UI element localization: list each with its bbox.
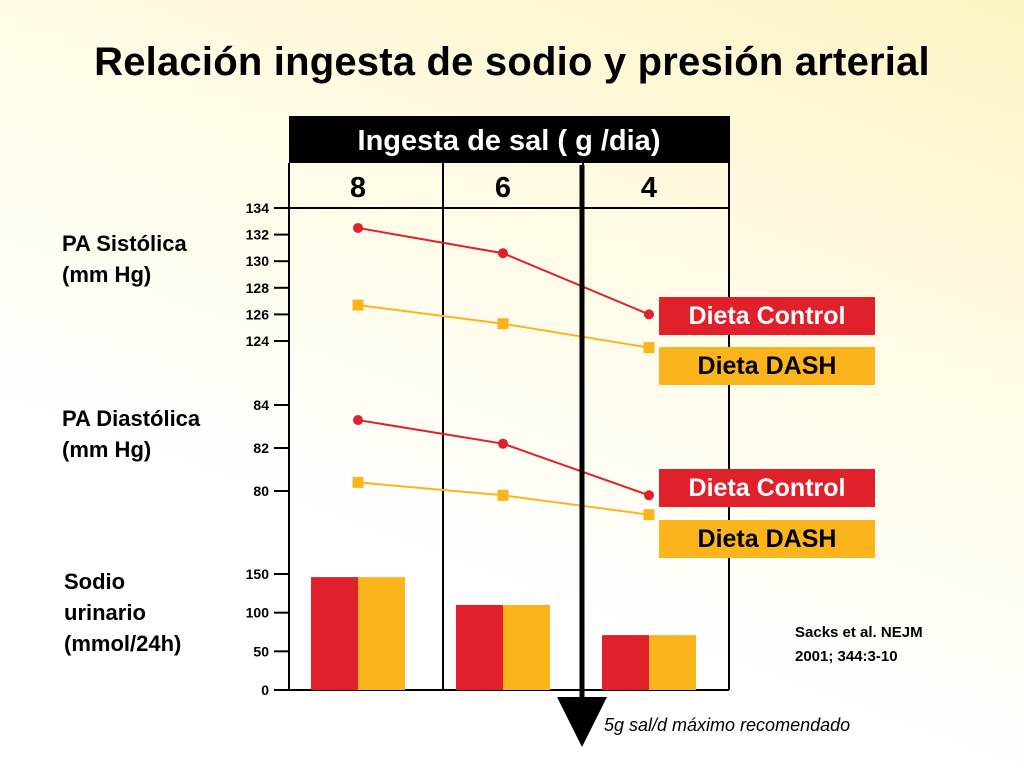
legend-dieta-dash-diastolica: Dieta DASH: [659, 520, 875, 558]
series-line-control: [357, 226, 650, 316]
data-point-dash: [497, 489, 509, 501]
y-tick-label: 126: [246, 306, 270, 322]
header-label: Ingesta de sal ( g /dia): [358, 125, 661, 157]
y-tick-label: 150: [246, 566, 270, 582]
category-label-8: 8: [350, 172, 366, 204]
legend-dieta-dash-sistolica: Dieta DASH: [659, 347, 875, 385]
bar-dash: [358, 577, 405, 690]
max-recommended-note: 5g sal/d máximo recomendado: [604, 715, 851, 735]
header-band: [289, 116, 729, 163]
bar-control: [602, 635, 649, 690]
data-point-dash: [643, 342, 655, 354]
legend-dieta-control-sistolica: Dieta Control: [659, 297, 875, 335]
data-point-control: [498, 438, 508, 449]
bar-control: [311, 577, 358, 690]
y-tick-label: 128: [246, 280, 270, 296]
y-tick-label: 100: [246, 605, 270, 621]
label-pa-sistolica-line1: PA Sistólica: [62, 231, 187, 256]
y-tick-label: 124: [246, 333, 270, 349]
label-pa-diastolica-line2: (mm Hg): [62, 437, 152, 462]
data-point-dash: [352, 476, 364, 488]
data-point-control: [353, 222, 363, 233]
label-pa-diastolica-line1: PA Diastólica: [62, 406, 201, 431]
label-pa-diastolica: PA Diastólica (mm Hg): [62, 403, 200, 465]
data-point-dash: [497, 318, 509, 330]
y-tick-label: 82: [253, 440, 269, 456]
data-point-dash: [643, 509, 655, 521]
label-sodio-line1: Sodio: [64, 569, 126, 594]
data-point-control: [644, 309, 654, 320]
y-tick-label: 132: [246, 227, 270, 243]
data-point-control: [353, 415, 363, 426]
legend-dieta-control-diastolica: Dieta Control: [659, 469, 875, 507]
reference-citation: Sacks et al. NEJM 2001; 344:3-10: [795, 621, 923, 669]
label-sodio-urinario: Sodio urinario (mmol/24h): [64, 566, 181, 659]
label-pa-sistolica-line2: (mm Hg): [62, 262, 152, 287]
y-tick-label: 0: [261, 682, 269, 698]
label-pa-sistolica: PA Sistólica (mm Hg): [62, 228, 187, 290]
reference-line2: 2001; 344:3-10: [795, 648, 898, 665]
data-point-control: [644, 490, 654, 501]
y-tick-label: 80: [253, 483, 269, 499]
data-point-dash: [352, 299, 364, 311]
bar-control: [456, 604, 503, 690]
series-line-control: [357, 419, 650, 497]
bar-dash: [503, 604, 550, 690]
y-tick-label: 134: [246, 200, 270, 216]
label-sodio-line3: (mmol/24h): [64, 631, 182, 656]
data-point-control: [498, 248, 508, 259]
category-label-4: 4: [641, 172, 657, 204]
bar-dash: [649, 635, 696, 690]
y-tick-label: 50: [253, 643, 269, 659]
y-tick-label: 130: [246, 253, 270, 269]
reference-line1: Sacks et al. NEJM: [795, 624, 923, 641]
label-sodio-line2: urinario: [64, 600, 146, 625]
category-label-6: 6: [495, 172, 511, 204]
y-tick-label: 84: [253, 397, 269, 413]
slide-title: Relación ingesta de sodio y presión arte…: [94, 40, 930, 84]
